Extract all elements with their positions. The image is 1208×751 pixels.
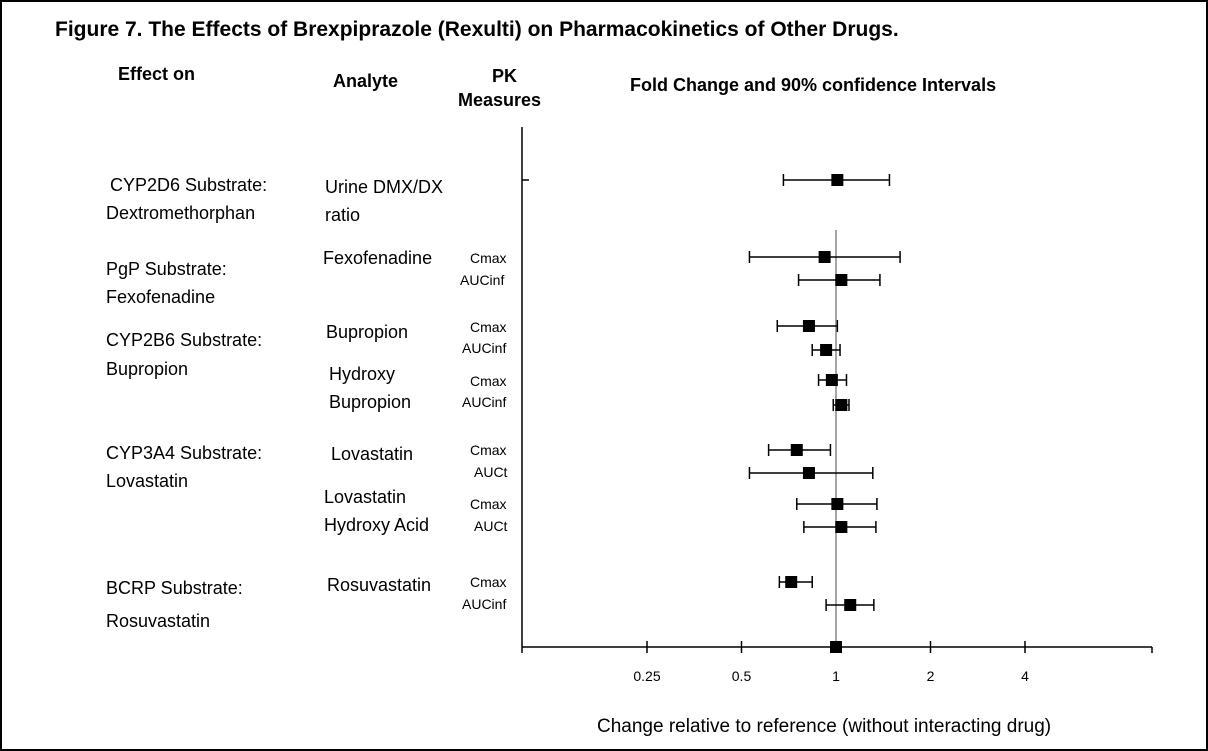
analyte-label: ratio — [325, 205, 361, 225]
group-label-line1: CYP2D6 Substrate: — [110, 175, 268, 195]
pk-measure-label: AUCinf — [462, 340, 507, 356]
pk-measure-label: Cmax — [470, 250, 507, 266]
pk-measure-label: AUCt — [474, 464, 508, 480]
point-estimate-marker — [831, 498, 844, 510]
pk-measure-label: Cmax — [470, 574, 507, 590]
point-estimate-marker — [825, 374, 838, 386]
pk-measure-label: AUCt — [474, 518, 508, 534]
pk-measure-label: AUCinf — [462, 596, 507, 612]
pk-measure-label: Cmax — [470, 496, 507, 512]
x-tick-label: 1 — [832, 668, 840, 684]
analyte-label: Urine DMX/DX — [325, 177, 444, 197]
analyte-label: Lovastatin — [331, 444, 414, 464]
point-estimate-marker — [835, 399, 848, 411]
group-label-line2: Lovastatin — [106, 471, 189, 491]
pk-measure-label: AUCinf — [462, 394, 507, 410]
analyte-label: Lovastatin — [324, 487, 407, 507]
group-label-line2: Dextromethorphan — [106, 203, 256, 223]
analyte-label: Fexofenadine — [323, 248, 433, 268]
point-estimate-marker — [802, 320, 815, 332]
x-tick-label: 2 — [927, 668, 935, 684]
group-label-line1: CYP2B6 Substrate: — [106, 330, 263, 350]
header-fold-change: Fold Change and 90% confidence Intervals — [630, 75, 997, 95]
x-tick-label: 0.25 — [633, 668, 660, 684]
header-analyte: Analyte — [333, 71, 399, 91]
analyte-label: Rosuvastatin — [327, 575, 432, 595]
pk-measure-label: Cmax — [470, 373, 507, 389]
group-label-line2: Rosuvastatin — [106, 611, 211, 631]
group-label-line1: CYP3A4 Substrate: — [106, 443, 263, 463]
group-label-line1: BCRP Substrate: — [106, 578, 243, 598]
point-estimate-marker — [835, 274, 848, 286]
point-estimate-marker — [785, 576, 798, 588]
point-estimate-marker — [818, 251, 831, 263]
analyte-label: Hydroxy Acid — [324, 515, 430, 535]
point-estimate-marker — [790, 444, 803, 456]
point-estimate-marker — [820, 344, 833, 356]
analyte-label: Hydroxy — [329, 364, 396, 384]
x-tick-label: 0.5 — [732, 668, 752, 684]
x-axis-label: Change relative to reference (without in… — [597, 716, 1052, 737]
analyte-label: Bupropion — [326, 322, 409, 342]
point-estimate-marker — [802, 467, 815, 479]
group-label-line1: PgP Substrate: — [106, 259, 227, 279]
pk-measure-label: Cmax — [470, 319, 507, 335]
point-estimate-marker — [835, 521, 848, 533]
header-pk-line2: Measures — [458, 90, 542, 110]
point-estimate-marker — [844, 599, 857, 611]
pk-measure-label: Cmax — [470, 442, 507, 458]
group-label-line2: Fexofenadine — [106, 287, 216, 307]
header-pk-line1: PK — [492, 66, 518, 86]
figure-title: Figure 7. The Effects of Brexpiprazole (… — [55, 18, 899, 41]
x-tick-label: 4 — [1021, 668, 1029, 684]
axis-reference-marker — [830, 641, 842, 653]
analyte-label: Bupropion — [329, 392, 412, 412]
pk-measure-label: AUCinf — [460, 272, 505, 288]
group-label-line2: Bupropion — [106, 359, 189, 379]
header-effect-on: Effect on — [118, 64, 196, 84]
point-estimate-marker — [831, 174, 844, 186]
